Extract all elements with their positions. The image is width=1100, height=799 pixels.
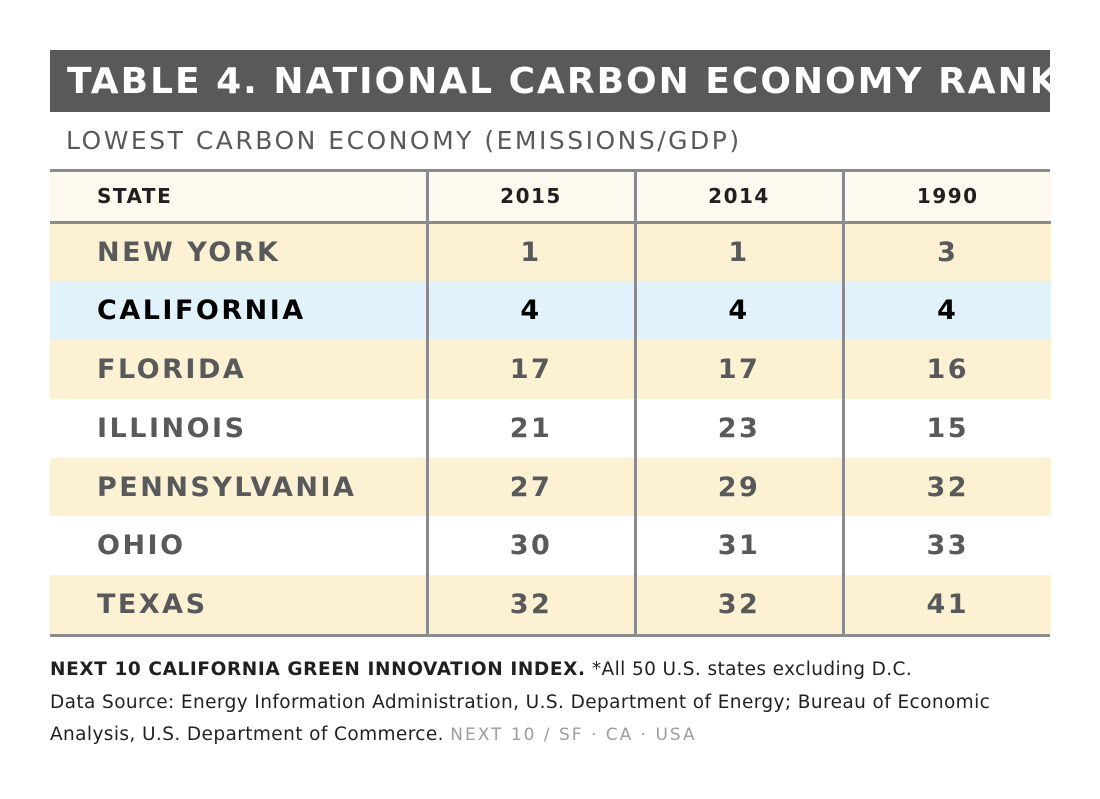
table-header-row: STATE 2015 2014 1990 — [50, 172, 1051, 222]
rank-cell-2014: 4 — [633, 280, 843, 340]
table-subtitle: LOWEST CARBON ECONOMY (EMISSIONS/GDP) — [66, 126, 742, 155]
rank-cell-1990: 4 — [841, 280, 1051, 340]
ranking-table-container: STATE 2015 2014 1990 NEW YORK 1 1 3 CALIFORN… — [50, 169, 1051, 638]
state-name-cell: PENNSYLVANIA — [97, 471, 357, 503]
footer-line-3: Analysis, U.S. Department of Commerce. N… — [50, 719, 1060, 752]
state-name-cell: CALIFORNIA — [97, 294, 306, 326]
rank-cell-2015: 27 — [425, 457, 635, 517]
rank-cell-2014: 29 — [633, 457, 843, 517]
state-name-cell: ILLINOIS — [97, 412, 247, 444]
rank-cell-2014: 31 — [633, 516, 843, 576]
table-row: PENNSYLVANIA 27 29 32 — [50, 457, 1051, 517]
footer-note: *All 50 U.S. states excluding D.C. — [585, 659, 913, 680]
table-row: CALIFORNIA 4 4 4 — [50, 280, 1051, 340]
rank-cell-2014: 1 — [633, 222, 843, 281]
rank-cell-1990: 33 — [841, 516, 1051, 576]
rank-cell-1990: 3 — [841, 222, 1051, 281]
rank-cell-2015: 32 — [425, 575, 635, 635]
table-row: ILLINOIS 21 23 15 — [50, 398, 1051, 458]
rank-cell-1990: 32 — [841, 457, 1051, 517]
table-row: OHIO 30 31 33 — [50, 516, 1051, 576]
state-name-cell: OHIO — [97, 530, 186, 562]
column-header-state: STATE — [97, 184, 173, 209]
rank-cell-2015: 21 — [425, 398, 635, 458]
table-row: NEW YORK 1 1 3 — [50, 222, 1051, 281]
footer-credit: NEXT 10 / SF · CA · USA — [450, 725, 697, 745]
footer: NEXT 10 CALIFORNIA GREEN INNOVATION INDE… — [50, 654, 1060, 752]
footer-line-1: NEXT 10 CALIFORNIA GREEN INNOVATION INDE… — [50, 654, 1060, 687]
rank-cell-2014: 17 — [633, 339, 843, 399]
rank-cell-2015: 17 — [425, 339, 635, 399]
table-title-text: TABLE 4. NATIONAL CARBON ECONOMY RANKING… — [67, 60, 1050, 102]
footer-data-source-line-1: Data Source: Energy Information Administ… — [50, 691, 991, 713]
rank-cell-2014: 32 — [633, 575, 843, 635]
table-row: FLORIDA 17 17 16 — [50, 339, 1051, 399]
column-header-1990: 1990 — [841, 172, 1051, 222]
footer-source-title: NEXT 10 CALIFORNIA GREEN INNOVATION INDE… — [50, 659, 586, 680]
rank-cell-2014: 23 — [633, 398, 843, 458]
state-name-cell: FLORIDA — [97, 353, 247, 385]
table-body: NEW YORK 1 1 3 CALIFORNIA 4 4 4 FLORIDA 17 17 16 ILL… — [50, 222, 1051, 635]
column-header-2014: 2014 — [633, 172, 843, 222]
rank-cell-1990: 15 — [841, 398, 1051, 458]
rank-cell-2015: 30 — [425, 516, 635, 576]
rank-cell-1990: 41 — [841, 575, 1051, 635]
column-header-2015: 2015 — [425, 172, 635, 222]
rank-cell-2015: 4 — [425, 280, 635, 340]
state-name-cell: NEW YORK — [97, 236, 281, 268]
rank-cell-1990: 16 — [841, 339, 1051, 399]
ranking-table: STATE 2015 2014 1990 NEW YORK 1 1 3 CALIFORN… — [50, 172, 1051, 635]
rank-cell-2015: 1 — [425, 222, 635, 281]
footer-data-source-line-2: Analysis, U.S. Department of Commerce. — [50, 724, 444, 745]
table-row: TEXAS 32 32 41 — [50, 575, 1051, 635]
table-title: TABLE 4. NATIONAL CARBON ECONOMY RANKING… — [50, 50, 1050, 112]
state-name-cell: TEXAS — [97, 589, 208, 621]
